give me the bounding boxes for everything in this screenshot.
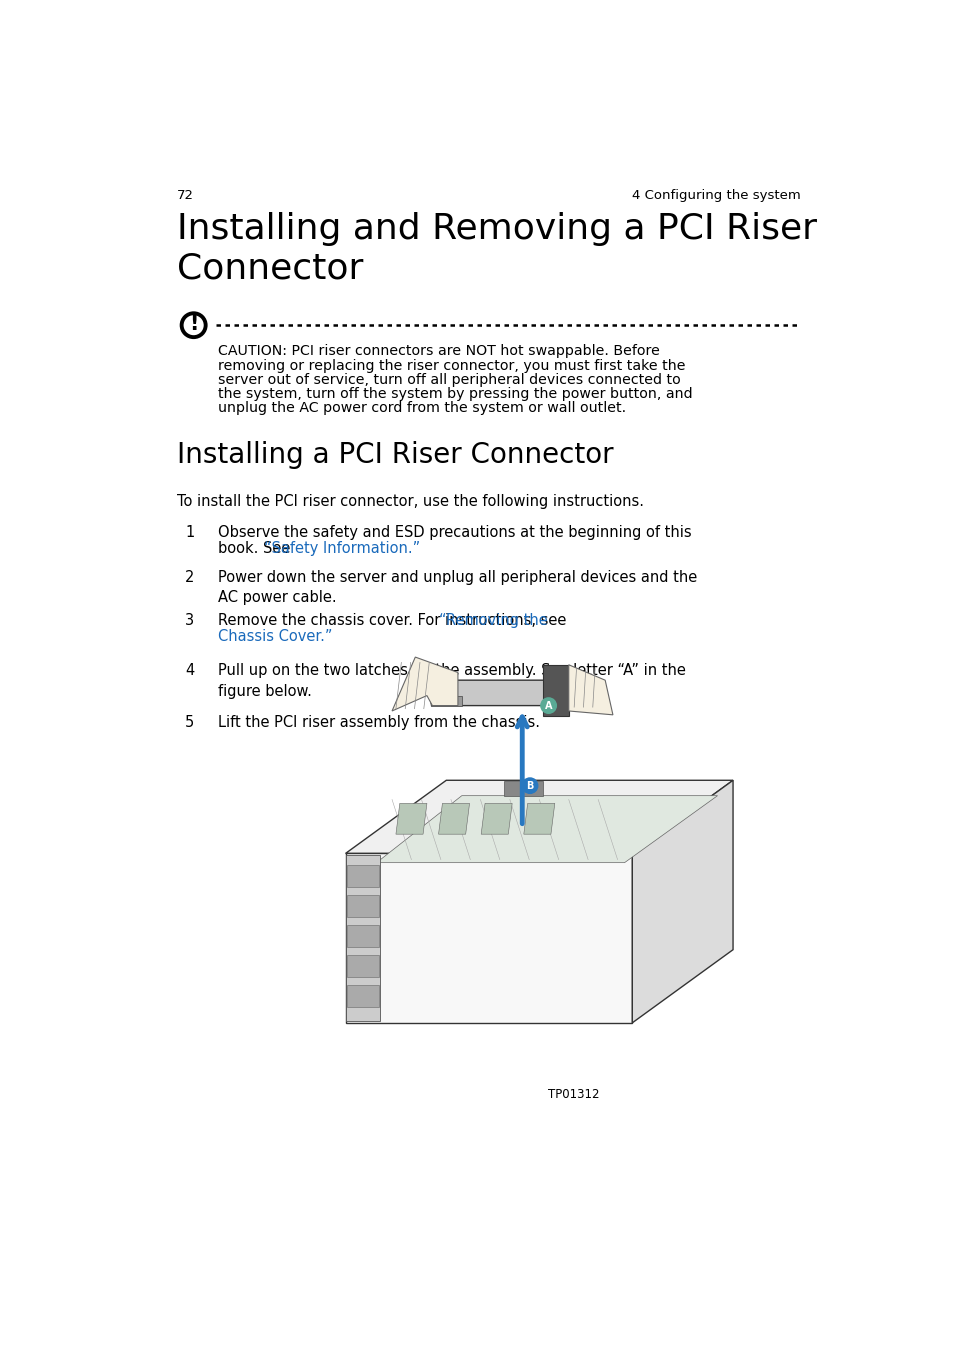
Text: 1: 1: [185, 524, 194, 539]
Text: “Removing the: “Removing the: [438, 613, 547, 628]
Circle shape: [540, 698, 556, 713]
Text: Remove the chassis cover. For instructions, see: Remove the chassis cover. For instructio…: [217, 613, 570, 628]
Polygon shape: [523, 804, 555, 834]
Text: unplug the AC power cord from the system or wall outlet.: unplug the AC power cord from the system…: [217, 401, 625, 415]
Text: CAUTION: PCI riser connectors are NOT hot swappable. Before: CAUTION: PCI riser connectors are NOT ho…: [217, 345, 659, 359]
Text: Observe the safety and ESD precautions at the beginning of this: Observe the safety and ESD precautions a…: [217, 524, 691, 539]
Text: “Safety Information.”: “Safety Information.”: [264, 541, 419, 556]
Polygon shape: [431, 695, 461, 705]
Text: Pull up on the two latches on the assembly. See letter “A” in the
figure below.: Pull up on the two latches on the assemb…: [217, 663, 685, 698]
Text: 4: 4: [185, 663, 194, 678]
Text: To install the PCI riser connector, use the following instructions.: To install the PCI riser connector, use …: [177, 494, 643, 509]
Polygon shape: [632, 780, 732, 1023]
Polygon shape: [347, 956, 378, 976]
Polygon shape: [480, 804, 512, 834]
Text: Lift the PCI riser assembly from the chassis.: Lift the PCI riser assembly from the cha…: [217, 715, 539, 730]
Polygon shape: [542, 665, 568, 716]
Polygon shape: [376, 795, 717, 862]
Text: Power down the server and unplug all peripheral devices and the
AC power cable.: Power down the server and unplug all per…: [217, 570, 697, 605]
Polygon shape: [568, 665, 612, 715]
Polygon shape: [347, 895, 378, 917]
Text: 5: 5: [185, 715, 194, 730]
Polygon shape: [395, 804, 427, 834]
Text: !: !: [189, 314, 198, 334]
Text: book. See: book. See: [217, 541, 294, 556]
Polygon shape: [347, 925, 378, 946]
Polygon shape: [438, 804, 469, 834]
Text: removing or replacing the riser connector, you must first take the: removing or replacing the riser connecto…: [217, 359, 684, 372]
Text: 4 Configuring the system: 4 Configuring the system: [631, 189, 800, 201]
Text: B: B: [526, 780, 533, 791]
Text: 2: 2: [185, 570, 194, 585]
Polygon shape: [347, 865, 378, 887]
Text: 72: 72: [177, 189, 194, 201]
Text: 3: 3: [185, 613, 194, 628]
Circle shape: [521, 778, 537, 794]
Text: A: A: [544, 701, 552, 711]
Polygon shape: [345, 856, 380, 1021]
Text: Installing a PCI Riser Connector: Installing a PCI Riser Connector: [177, 441, 614, 470]
Polygon shape: [392, 657, 457, 711]
Polygon shape: [347, 986, 378, 1006]
Text: Installing and Removing a PCI Riser
Connector: Installing and Removing a PCI Riser Conn…: [177, 212, 817, 285]
Text: TP01312: TP01312: [548, 1088, 599, 1101]
Polygon shape: [345, 780, 732, 853]
Text: Chassis Cover.”: Chassis Cover.”: [217, 630, 332, 645]
Text: server out of service, turn off all peripheral devices connected to: server out of service, turn off all peri…: [217, 372, 679, 387]
Polygon shape: [427, 680, 560, 705]
Polygon shape: [345, 853, 632, 1023]
Polygon shape: [504, 782, 542, 797]
Text: the system, turn off the system by pressing the power button, and: the system, turn off the system by press…: [217, 387, 692, 401]
